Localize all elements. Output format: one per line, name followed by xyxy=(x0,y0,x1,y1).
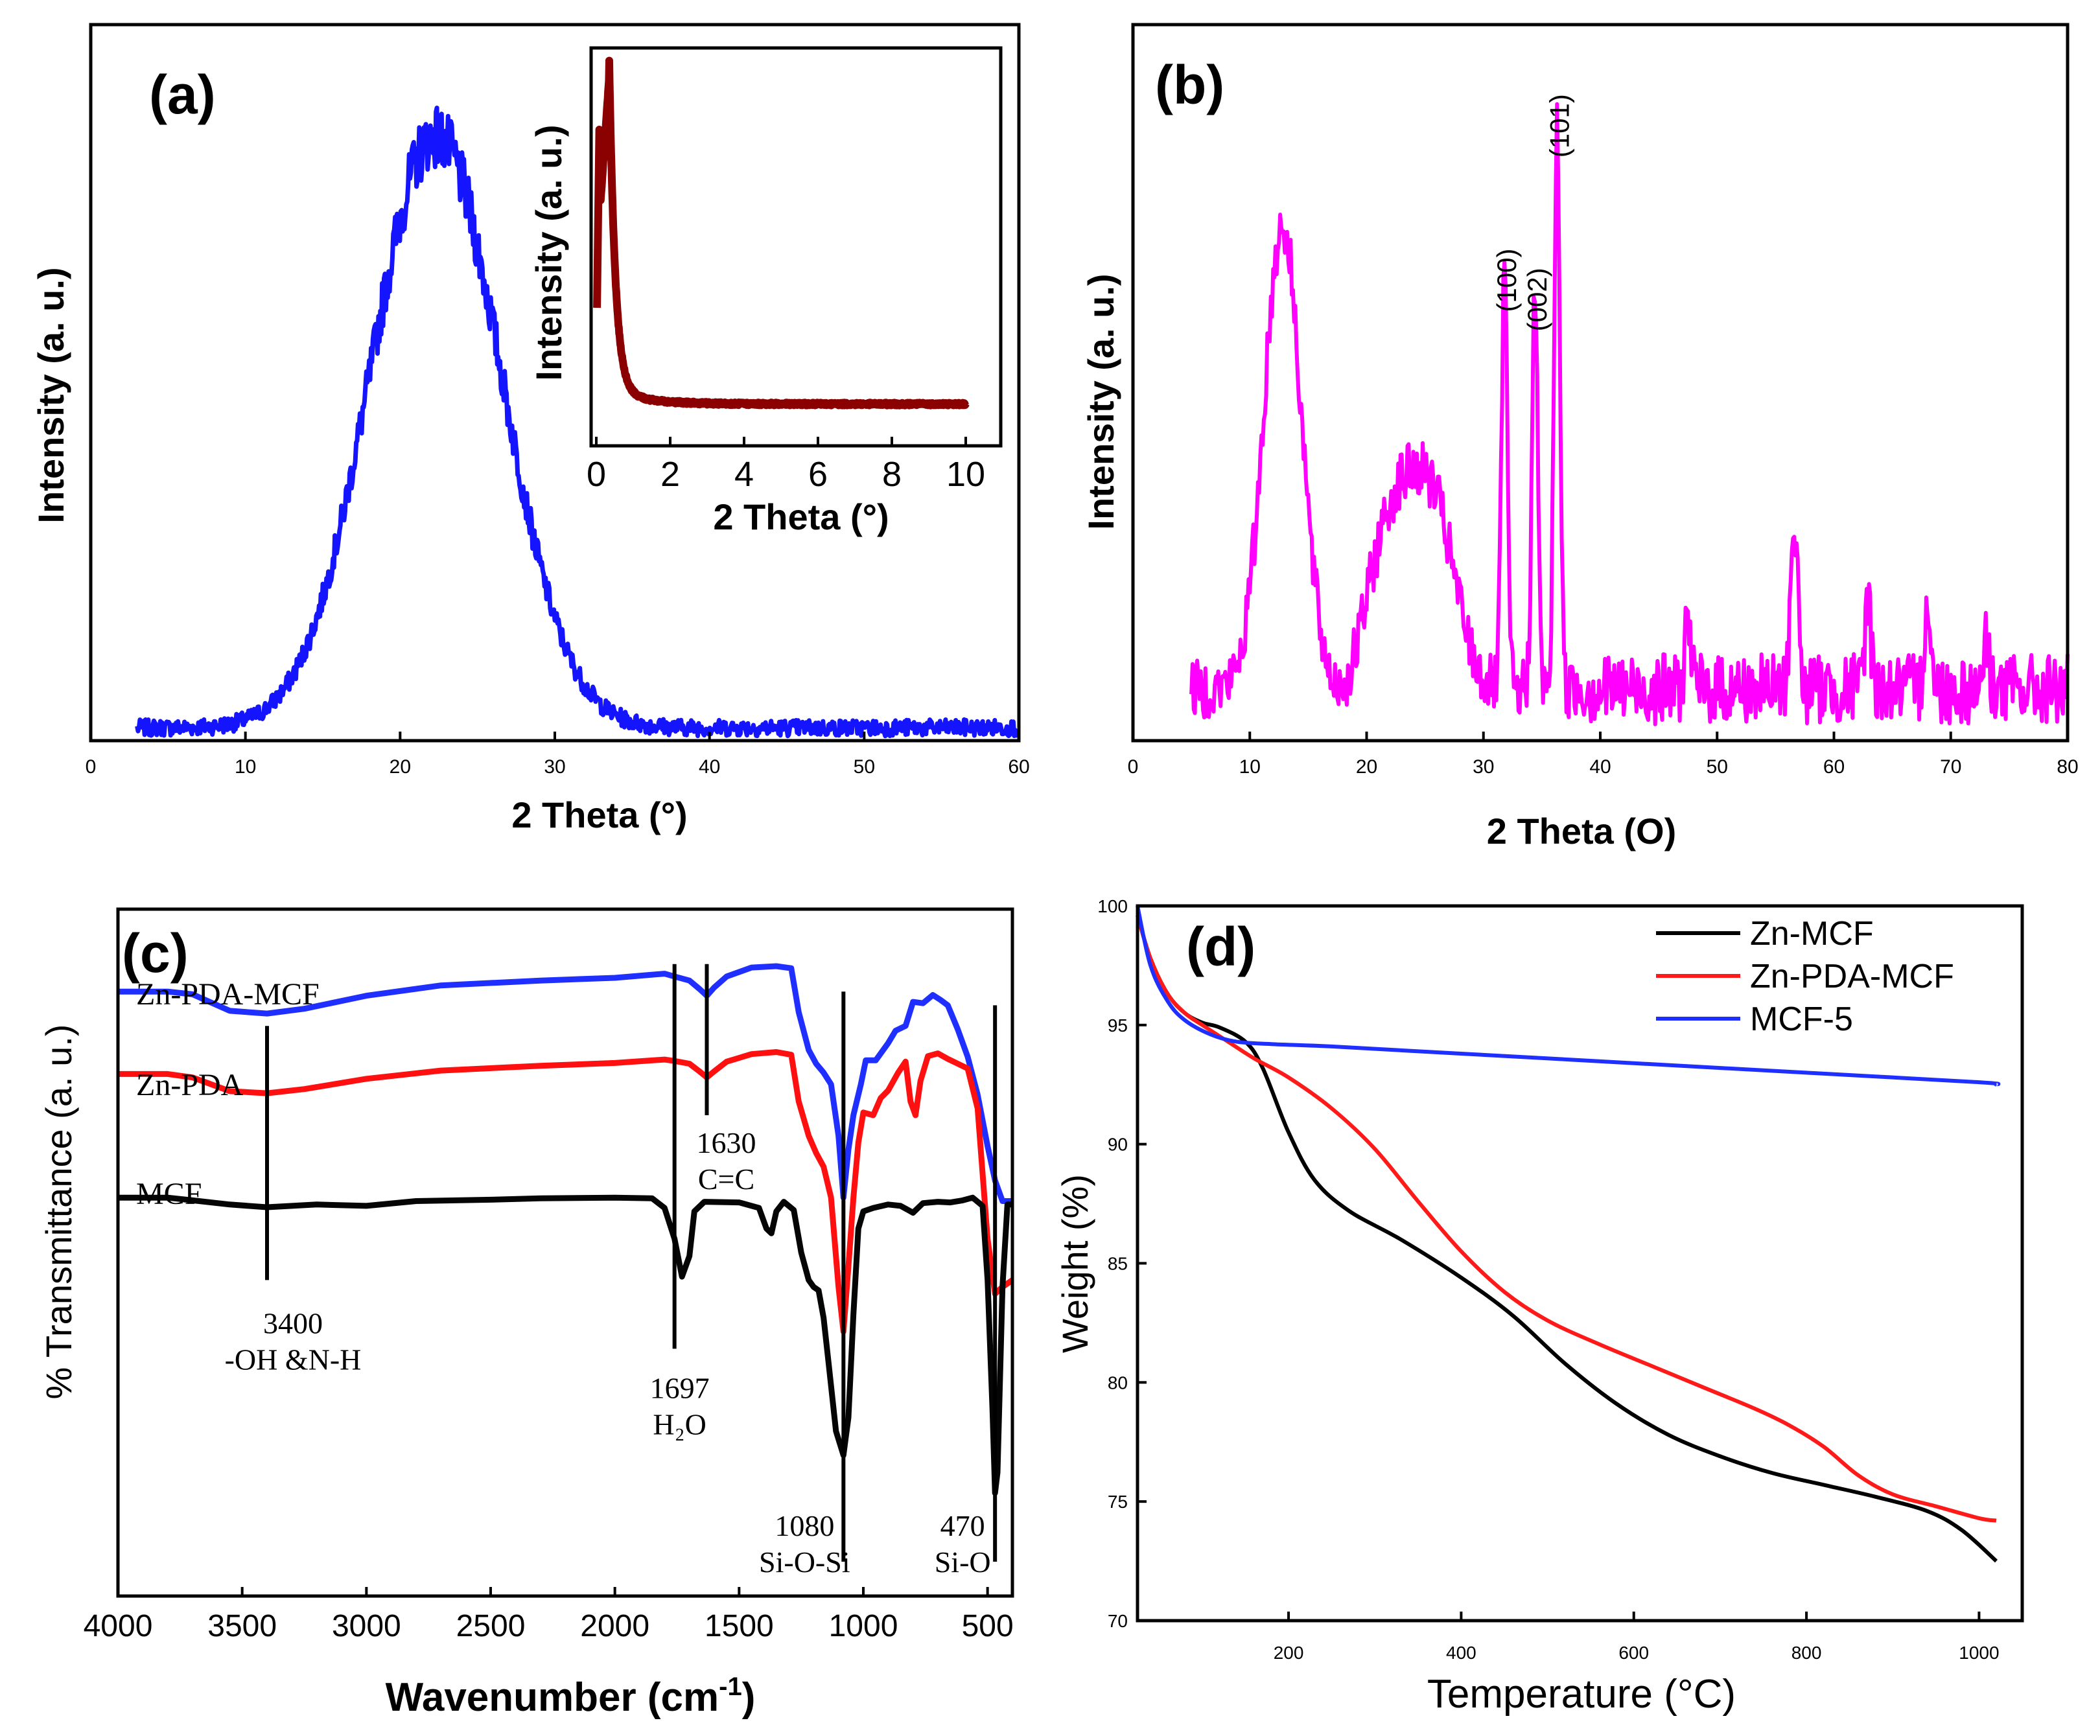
inset-x-tick-label: 8 xyxy=(882,455,902,494)
inset-ylabel: Intensity (a. u.) xyxy=(528,124,569,380)
inset-xlabel: 2 Theta (°) xyxy=(713,496,889,537)
band-marker-wavenumber: 470 xyxy=(940,1509,985,1542)
tga-series-zn-mcf xyxy=(1136,914,1998,1563)
panel-c-ylabel: % Transmittance (a. u.) xyxy=(38,1024,79,1400)
panel-b-xlabel: 2 Theta (O) xyxy=(1487,811,1676,851)
panel-a-x-tick-label: 20 xyxy=(390,756,411,778)
inset-frame xyxy=(589,46,1003,448)
band-marker-assignment: H₂O xyxy=(653,1407,706,1441)
inset-series xyxy=(593,56,970,410)
panel-b-x-tick-label: 60 xyxy=(1823,756,1845,778)
panel-c-x-tick-label: 3000 xyxy=(332,1609,401,1643)
inset-background xyxy=(591,48,1001,446)
panel-d-x-tick-label: 600 xyxy=(1618,1643,1649,1663)
panel-d-y-tick-label: 100 xyxy=(1097,896,1128,916)
ftir-series-zn-pda-mcf xyxy=(118,963,1012,1204)
panel-c-x-tick-label: 1000 xyxy=(829,1609,898,1643)
inset-x-tick-label: 2 xyxy=(660,455,680,494)
panel-c-xlabel: Wavenumber (cm-1) xyxy=(386,1672,756,1720)
panel-d-y-tick-label: 90 xyxy=(1108,1135,1128,1155)
ftir-series-mcf xyxy=(118,1194,1012,1496)
panel-d-x-tick-label: 400 xyxy=(1446,1643,1476,1663)
panel-b-x-tick-label: 70 xyxy=(1940,756,1961,778)
panel-b-x-tick-label: 0 xyxy=(1128,756,1139,778)
panel-a-x-tick-label: 40 xyxy=(699,756,720,778)
panel-a-xlabel: 2 Theta (°) xyxy=(511,794,687,835)
inset-x-tick-label: 4 xyxy=(734,455,754,494)
panel-c-x-tick-label: 2000 xyxy=(580,1609,649,1643)
panel-c-frame xyxy=(116,907,1014,1598)
inset-x-tick-label: 6 xyxy=(808,455,828,494)
panel-b-x-tick-label: 80 xyxy=(2057,756,2078,778)
band-marker-assignment: Si-O xyxy=(935,1545,991,1579)
panel-c-x-tick-label: 3500 xyxy=(207,1609,277,1643)
panel-b: 0 10 20 30 40 50 60 70 80 (100) (002) (101) (b) 2 … xyxy=(1080,23,2079,851)
band-marker-wavenumber: 1697 xyxy=(650,1371,710,1404)
panel-b-x-tick-label: 50 xyxy=(1707,756,1728,778)
panel-a-label: (a) xyxy=(149,64,216,125)
panel-a: 0 10 20 30 40 50 60 (a) 2 Theta (°) Intensity … xyxy=(30,23,1030,835)
panel-d-x-tick-label: 1000 xyxy=(1959,1643,1999,1663)
series-label-mcf: MCF xyxy=(136,1177,202,1211)
band-marker-assignment: C=C xyxy=(698,1163,754,1196)
panel-b-series xyxy=(1189,102,2070,726)
peak-annotation: (100) xyxy=(1491,248,1522,312)
band-marker-wavenumber: 3400 xyxy=(263,1306,323,1339)
panel-c-x-tick-label: 2500 xyxy=(456,1609,526,1643)
panel-d-xlabel: Temperature (°C) xyxy=(1427,1672,1736,1717)
panel-a-x-tick-label: 50 xyxy=(854,756,875,778)
panel-a-ylabel: Intensity (a. u.) xyxy=(30,267,71,523)
panel-d-ylabel: Weight (%) xyxy=(1055,1174,1095,1353)
peak-annotation: (002) xyxy=(1522,268,1552,331)
panel-d: 200 400 600 800 1000 70 75 80 85 90 95 100 Zn-MCF Zn… xyxy=(1055,896,2024,1717)
panel-a-x-tick-label: 10 xyxy=(235,756,256,778)
panel-a-inset: 0 2 4 6 8 10 2 Theta (°) Intensity (a. u.) xyxy=(528,46,1003,537)
legend-label: Zn-MCF xyxy=(1750,915,1874,953)
panel-a-x-tick-label: 30 xyxy=(544,756,565,778)
panel-c-label: (c) xyxy=(122,923,189,984)
panel-d-y-tick-label: 75 xyxy=(1108,1492,1128,1512)
series-label-zn-pda: Zn-PDA xyxy=(136,1068,244,1102)
panel-d-x-tick-label: 200 xyxy=(1274,1643,1304,1663)
peak-annotation: (101) xyxy=(1544,94,1574,157)
panel-a-series xyxy=(135,106,1020,739)
legend-label: Zn-PDA-MCF xyxy=(1750,958,1954,995)
panel-c: 4000 3500 3000 2500 2000 1500 1000 500 3400 -OH … xyxy=(38,907,1014,1720)
panel-c-x-tick-label: 1500 xyxy=(705,1609,774,1643)
legend-label: MCF-5 xyxy=(1750,1001,1853,1038)
tga-series-mcf-5 xyxy=(1136,905,2001,1087)
panel-d-y-tick-label: 85 xyxy=(1108,1254,1128,1274)
panel-c-x-tick-label: 4000 xyxy=(84,1609,153,1643)
ftir-series-zn-pda xyxy=(118,1049,1014,1335)
band-marker-assignment: -OH &N-H xyxy=(225,1343,362,1376)
panel-d-y-tick-label: 70 xyxy=(1108,1611,1128,1631)
panel-b-x-tick-label: 20 xyxy=(1356,756,1377,778)
panel-c-x-tick-label: 500 xyxy=(962,1609,1014,1643)
band-marker-wavenumber: 1630 xyxy=(697,1126,756,1159)
band-marker-assignment: Si-O-Si xyxy=(759,1545,850,1579)
panel-b-x-tick-label: 40 xyxy=(1589,756,1611,778)
tga-series-zn-pda-mcf xyxy=(1136,914,1997,1523)
panel-b-x-tick-label: 30 xyxy=(1473,756,1494,778)
inset-x-tick-label: 10 xyxy=(946,455,985,494)
band-marker-wavenumber: 1080 xyxy=(775,1509,834,1542)
panel-d-x-tick-label: 800 xyxy=(1791,1643,1822,1663)
panel-a-x-tick-label: 0 xyxy=(86,756,97,778)
panel-d-y-tick-label: 95 xyxy=(1108,1015,1128,1036)
series-label-zn-pda-mcf: Zn-PDA-MCF xyxy=(136,977,320,1012)
panel-b-label: (b) xyxy=(1155,54,1224,115)
panel-d-label: (d) xyxy=(1186,916,1255,977)
panel-b-x-tick-label: 10 xyxy=(1239,756,1261,778)
panel-b-ylabel: Intensity (a. u.) xyxy=(1080,273,1121,529)
panel-a-x-tick-label: 60 xyxy=(1008,756,1029,778)
panel-d-y-tick-label: 80 xyxy=(1108,1372,1128,1393)
inset-x-tick-label: 0 xyxy=(587,455,606,494)
